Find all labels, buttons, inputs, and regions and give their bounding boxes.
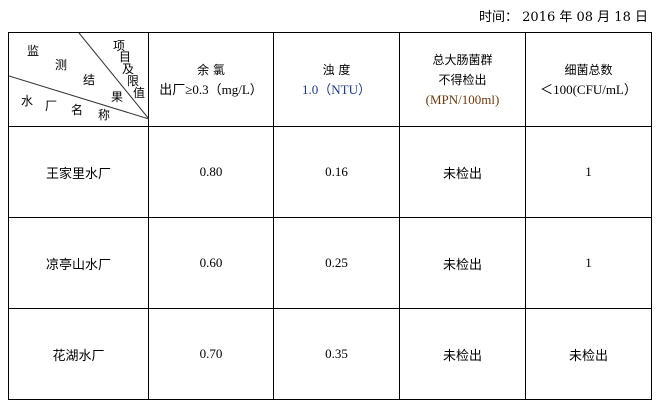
- bacteria-value: 1: [525, 217, 652, 309]
- header-line: 细菌总数: [564, 62, 613, 77]
- water-quality-table: 项 目 及 限 值 监 测 结 果 水 厂 名 称 余 氯 出厂≥0.3（mg/…: [8, 32, 652, 400]
- header-line: 余 氯: [197, 62, 225, 77]
- header-line: 1.0（NTU）: [302, 81, 371, 97]
- turbidity-value: 0.35: [273, 308, 400, 400]
- coliform-value: 未检出: [399, 308, 526, 400]
- diagonal-lines: [9, 33, 149, 120]
- diag-text: 及: [122, 62, 135, 76]
- header-line: ＜100(CFU/mL）: [540, 81, 637, 97]
- diag-text: 监: [27, 44, 40, 58]
- chlorine-value: 0.70: [148, 308, 274, 400]
- header-coliform: 总大肠菌群 不得检出 (MPN/100ml): [399, 32, 526, 127]
- chlorine-value: 0.80: [148, 126, 274, 218]
- header-line: 浊 度: [322, 62, 351, 77]
- diag-text: 称: [98, 108, 111, 122]
- diag-text: 水: [21, 94, 34, 108]
- table-row: 花湖水厂 0.70 0.35 未检出 未检出: [8, 308, 652, 400]
- coliform-value: 未检出: [399, 126, 526, 218]
- plant-name: 凉亭山水厂: [8, 217, 149, 309]
- plant-name: 王家里水厂: [8, 126, 149, 218]
- chlorine-value: 0.60: [148, 217, 274, 309]
- diag-text: 限: [127, 74, 140, 88]
- date-label: 时间：: [479, 10, 519, 25]
- diag-text: 结: [83, 73, 96, 87]
- diag-text: 测: [55, 58, 68, 72]
- header-turbidity: 浊 度 1.0（NTU）: [273, 32, 400, 127]
- turbidity-value: 0.16: [273, 126, 400, 218]
- diagonal-header-cell: 项 目 及 限 值 监 测 结 果 水 厂 名 称: [8, 32, 149, 127]
- header-line: 不得检出: [438, 72, 487, 87]
- diag-text: 值: [133, 86, 146, 100]
- plant-name: 花湖水厂: [8, 308, 149, 400]
- header-chlorine: 余 氯 出厂≥0.3（mg/L）: [148, 32, 274, 127]
- report-date: 时间： 2016 年 08 月 18 日: [479, 6, 648, 25]
- table-row: 凉亭山水厂 0.60 0.25 未检出 1: [8, 217, 652, 309]
- header-line: 出厂≥0.3（mg/L）: [159, 81, 263, 97]
- diag-text: 果: [111, 90, 124, 104]
- diag-text: 目: [119, 50, 132, 64]
- table-row: 王家里水厂 0.80 0.16 未检出 1: [8, 126, 652, 218]
- header-line: (MPN/100ml): [425, 91, 500, 107]
- turbidity-value: 0.25: [273, 217, 400, 309]
- bacteria-value: 1: [525, 126, 652, 218]
- diag-text: 名: [71, 103, 84, 117]
- diag-text: 厂: [45, 99, 58, 113]
- diag-text: 项: [113, 39, 126, 53]
- coliform-value: 未检出: [399, 217, 526, 309]
- bacteria-value: 未检出: [525, 308, 652, 400]
- date-value: 2016 年 08 月 18 日: [522, 10, 648, 25]
- header-bacteria: 细菌总数 ＜100(CFU/mL）: [525, 32, 652, 127]
- header-line: 总大肠菌群: [432, 52, 493, 67]
- header-row: 项 目 及 限 值 监 测 结 果 水 厂 名 称 余 氯 出厂≥0.3（mg/…: [8, 32, 652, 127]
